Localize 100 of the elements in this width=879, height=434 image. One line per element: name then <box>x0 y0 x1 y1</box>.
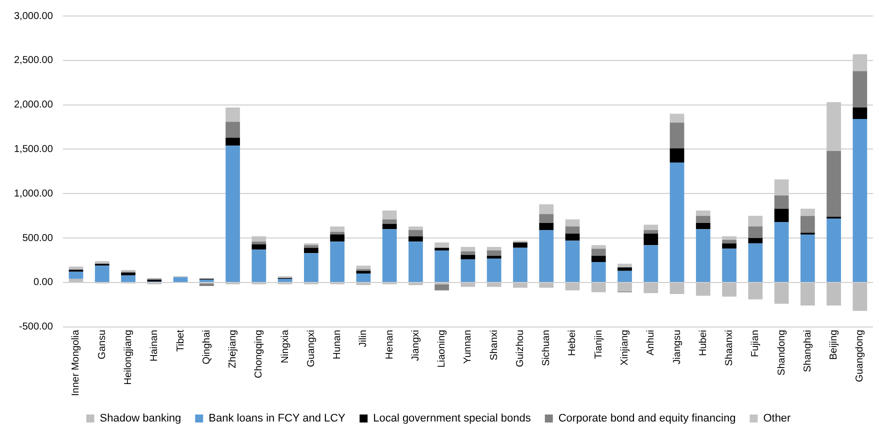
bar <box>304 245 318 248</box>
bar <box>460 254 476 260</box>
bar <box>644 245 658 282</box>
bar <box>826 218 841 282</box>
y-tick-label: -500.00 <box>19 322 54 333</box>
bar <box>722 240 736 244</box>
x-tick-label: Xinjiang <box>620 330 630 366</box>
bar <box>774 282 789 304</box>
bar <box>644 282 658 294</box>
bar <box>513 282 528 288</box>
bar <box>486 256 502 258</box>
bar <box>696 222 710 230</box>
bar <box>252 250 266 282</box>
x-tick-label: Tibet <box>175 330 186 352</box>
bar <box>644 234 658 246</box>
bar <box>252 242 266 244</box>
bar <box>408 282 423 286</box>
x-tick-label: Gansu <box>96 330 108 360</box>
bar <box>618 282 632 292</box>
bar <box>774 208 789 222</box>
bar <box>826 150 841 217</box>
bar <box>330 234 344 242</box>
bar <box>722 248 736 282</box>
bar <box>774 195 789 209</box>
legend-label: Corporate bond and equity financing <box>558 412 736 425</box>
bar <box>356 266 371 270</box>
bar <box>330 242 344 282</box>
bar <box>486 246 502 250</box>
x-tick-label: Qinghai <box>201 330 212 364</box>
bar <box>539 282 554 288</box>
bar <box>852 282 868 311</box>
x-tick-label: Hainan <box>149 330 160 362</box>
bar <box>330 232 344 234</box>
bar <box>591 248 606 256</box>
bar <box>226 146 240 282</box>
bar <box>826 282 841 306</box>
bar <box>670 282 684 294</box>
x-tick-label: Inner Mongolia <box>70 329 82 396</box>
x-tick-label: Hubei <box>698 330 709 356</box>
bar <box>722 243 736 249</box>
bar <box>748 216 763 226</box>
bar <box>173 277 188 282</box>
x-tick-label: Shandong <box>776 330 788 376</box>
bar <box>800 208 815 216</box>
x-tick-label: Hebei <box>567 330 578 356</box>
bar <box>722 282 736 297</box>
bar <box>434 248 450 250</box>
bar <box>382 229 397 282</box>
bar <box>121 275 136 282</box>
bar <box>748 243 763 282</box>
bar <box>591 256 606 262</box>
y-tick-label: 2,000.00 <box>14 100 54 111</box>
x-tick-label: Jiangsu <box>672 330 683 364</box>
bar <box>852 107 868 120</box>
bar <box>696 282 710 296</box>
legend-label: Shadow banking <box>100 412 182 425</box>
y-tick-label: 3,000.00 <box>14 10 54 22</box>
bar <box>618 264 632 268</box>
bar <box>696 210 710 216</box>
bar <box>748 226 763 238</box>
bar <box>252 244 266 250</box>
bar <box>618 267 632 271</box>
bar <box>800 282 815 306</box>
x-tick-label: Ningxia <box>280 329 291 364</box>
bar <box>460 246 476 252</box>
bar <box>304 253 318 282</box>
bar <box>618 270 632 282</box>
bar <box>121 272 136 276</box>
legend-label: Local government special bonds <box>373 412 532 425</box>
bar <box>226 122 240 138</box>
bar <box>382 210 397 220</box>
bar <box>94 266 110 282</box>
bar <box>670 114 684 123</box>
bar <box>670 162 684 282</box>
x-tick-label: Zhejiang <box>228 330 239 368</box>
x-tick-label: Beijing <box>828 330 840 360</box>
x-tick-label: Heilongjiang <box>123 330 134 385</box>
bar <box>565 234 580 241</box>
bar <box>852 119 868 282</box>
bar <box>94 261 110 264</box>
bar <box>68 278 84 282</box>
bar <box>68 272 84 279</box>
bar <box>696 229 710 282</box>
bar <box>226 107 240 122</box>
bar <box>513 242 528 248</box>
bar <box>434 284 450 290</box>
x-tick-label: Liaoning <box>436 330 448 368</box>
x-tick-label: Jilin <box>358 330 370 348</box>
bar <box>670 122 684 148</box>
y-tick-label: 500.00 <box>22 232 54 244</box>
x-tick-label: Yunnan <box>462 330 474 364</box>
bar <box>486 250 502 256</box>
bar <box>68 266 84 270</box>
bar <box>565 226 580 234</box>
bar <box>434 250 450 282</box>
bar <box>539 204 554 214</box>
bar <box>460 259 476 282</box>
bar <box>670 148 684 163</box>
bar <box>226 138 240 146</box>
x-tick-label: Shanghai <box>802 330 814 372</box>
